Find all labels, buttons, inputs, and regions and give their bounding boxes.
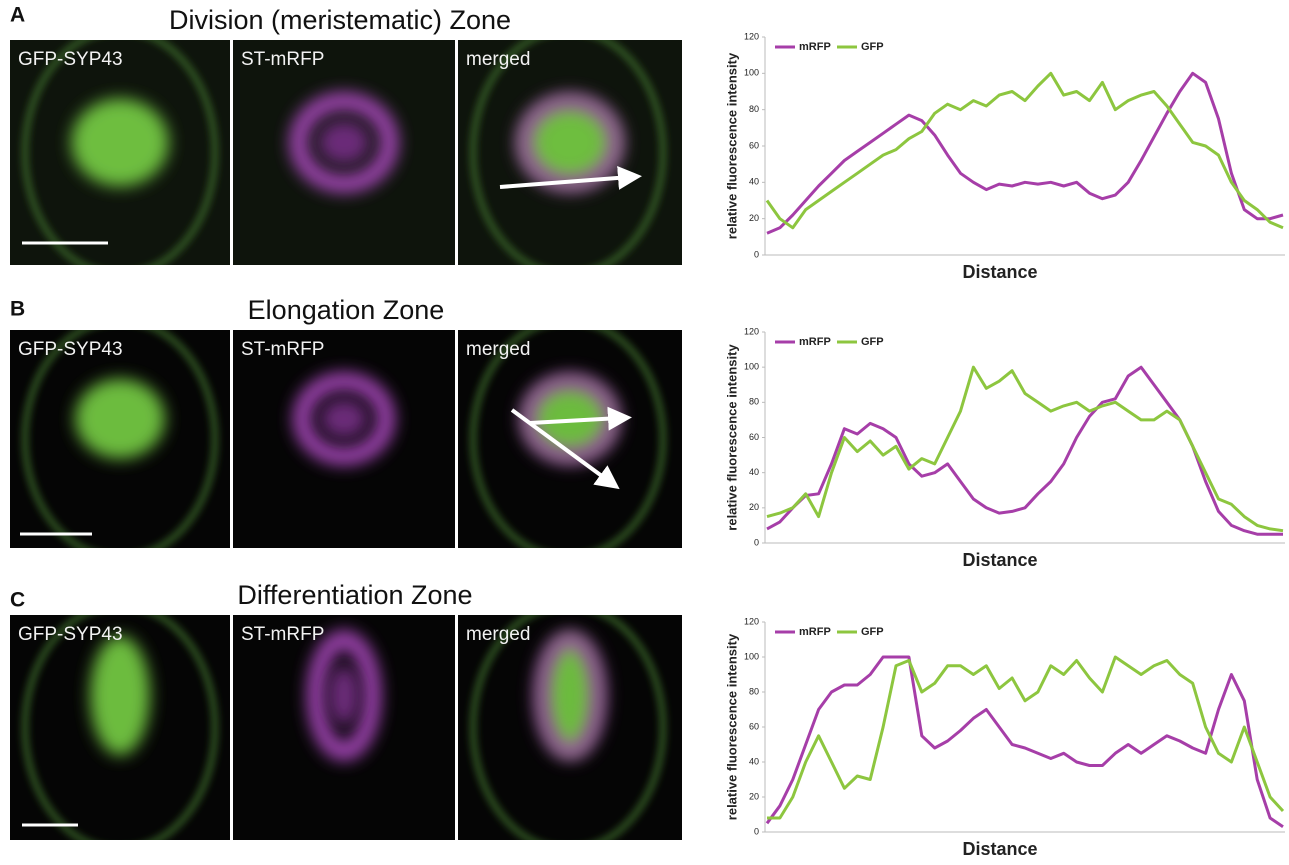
y-tick-label: 0	[754, 249, 759, 259]
panel-letter: A	[10, 4, 25, 27]
x-axis-label: Distance	[962, 550, 1037, 570]
magenta-core	[320, 399, 368, 439]
legend-label: mRFP	[799, 41, 831, 53]
y-tick-label: 120	[744, 326, 759, 336]
panel-letter: B	[10, 298, 25, 321]
series-line	[767, 657, 1283, 818]
panel-title: Differentiation Zone	[237, 580, 472, 610]
legend-label: mRFP	[799, 336, 831, 348]
y-tick-label: 0	[754, 537, 759, 547]
magenta-core	[318, 121, 370, 165]
image-bg	[233, 615, 455, 840]
legend-label: GFP	[861, 336, 884, 348]
legend-label: GFP	[861, 626, 884, 638]
y-tick-label: 100	[744, 362, 759, 372]
image-label: merged	[466, 624, 530, 645]
y-tick-label: 20	[749, 502, 759, 512]
y-tick-label: 20	[749, 791, 759, 801]
y-tick-label: 100	[744, 68, 759, 78]
y-tick-label: 100	[744, 651, 759, 661]
green-signal	[71, 99, 169, 187]
x-axis-label: Distance	[962, 262, 1037, 282]
y-tick-label: 80	[749, 397, 759, 407]
y-axis-label: relative fluorescence intensity	[724, 52, 739, 239]
image-label: ST-mRFP	[241, 624, 324, 645]
micrograph	[233, 330, 455, 548]
image-label: merged	[466, 49, 530, 70]
image-label: GFP-SYP43	[18, 339, 123, 360]
y-tick-label: 20	[749, 213, 759, 223]
y-tick-label: 40	[749, 177, 759, 187]
x-axis-label: Distance	[962, 839, 1037, 859]
image-bg	[233, 330, 455, 548]
legend-label: GFP	[861, 41, 884, 53]
panel-letter: C	[10, 589, 25, 612]
y-tick-label: 120	[744, 31, 759, 41]
magenta-core	[328, 666, 360, 726]
y-tick-label: 120	[744, 616, 759, 626]
image-label: merged	[466, 339, 530, 360]
green-signal	[90, 636, 150, 756]
series-line	[767, 657, 1283, 827]
series-line	[767, 73, 1283, 228]
panel-title: Division (meristematic) Zone	[169, 5, 511, 35]
panel-title: Elongation Zone	[248, 295, 445, 325]
y-axis-label: relative fluorescence intensity	[724, 633, 739, 820]
image-label: GFP-SYP43	[18, 624, 123, 645]
micrograph	[233, 40, 455, 265]
green-signal	[75, 379, 165, 459]
series-line	[767, 73, 1283, 233]
image-label: ST-mRFP	[241, 49, 324, 70]
micrograph	[233, 615, 455, 840]
y-tick-label: 40	[749, 467, 759, 477]
image-label: ST-mRFP	[241, 339, 324, 360]
y-tick-label: 40	[749, 756, 759, 766]
legend-label: mRFP	[799, 626, 831, 638]
y-tick-label: 80	[749, 686, 759, 696]
y-tick-label: 80	[749, 104, 759, 114]
y-tick-label: 60	[749, 721, 759, 731]
y-axis-label: relative fluorescence intensity	[724, 344, 739, 531]
image-label: GFP-SYP43	[18, 49, 123, 70]
y-tick-label: 60	[749, 140, 759, 150]
figure: A Division (meristematic) Zone GFP-SYP43 ST…	[0, 0, 1289, 865]
y-tick-label: 60	[749, 432, 759, 442]
y-tick-label: 0	[754, 826, 759, 836]
